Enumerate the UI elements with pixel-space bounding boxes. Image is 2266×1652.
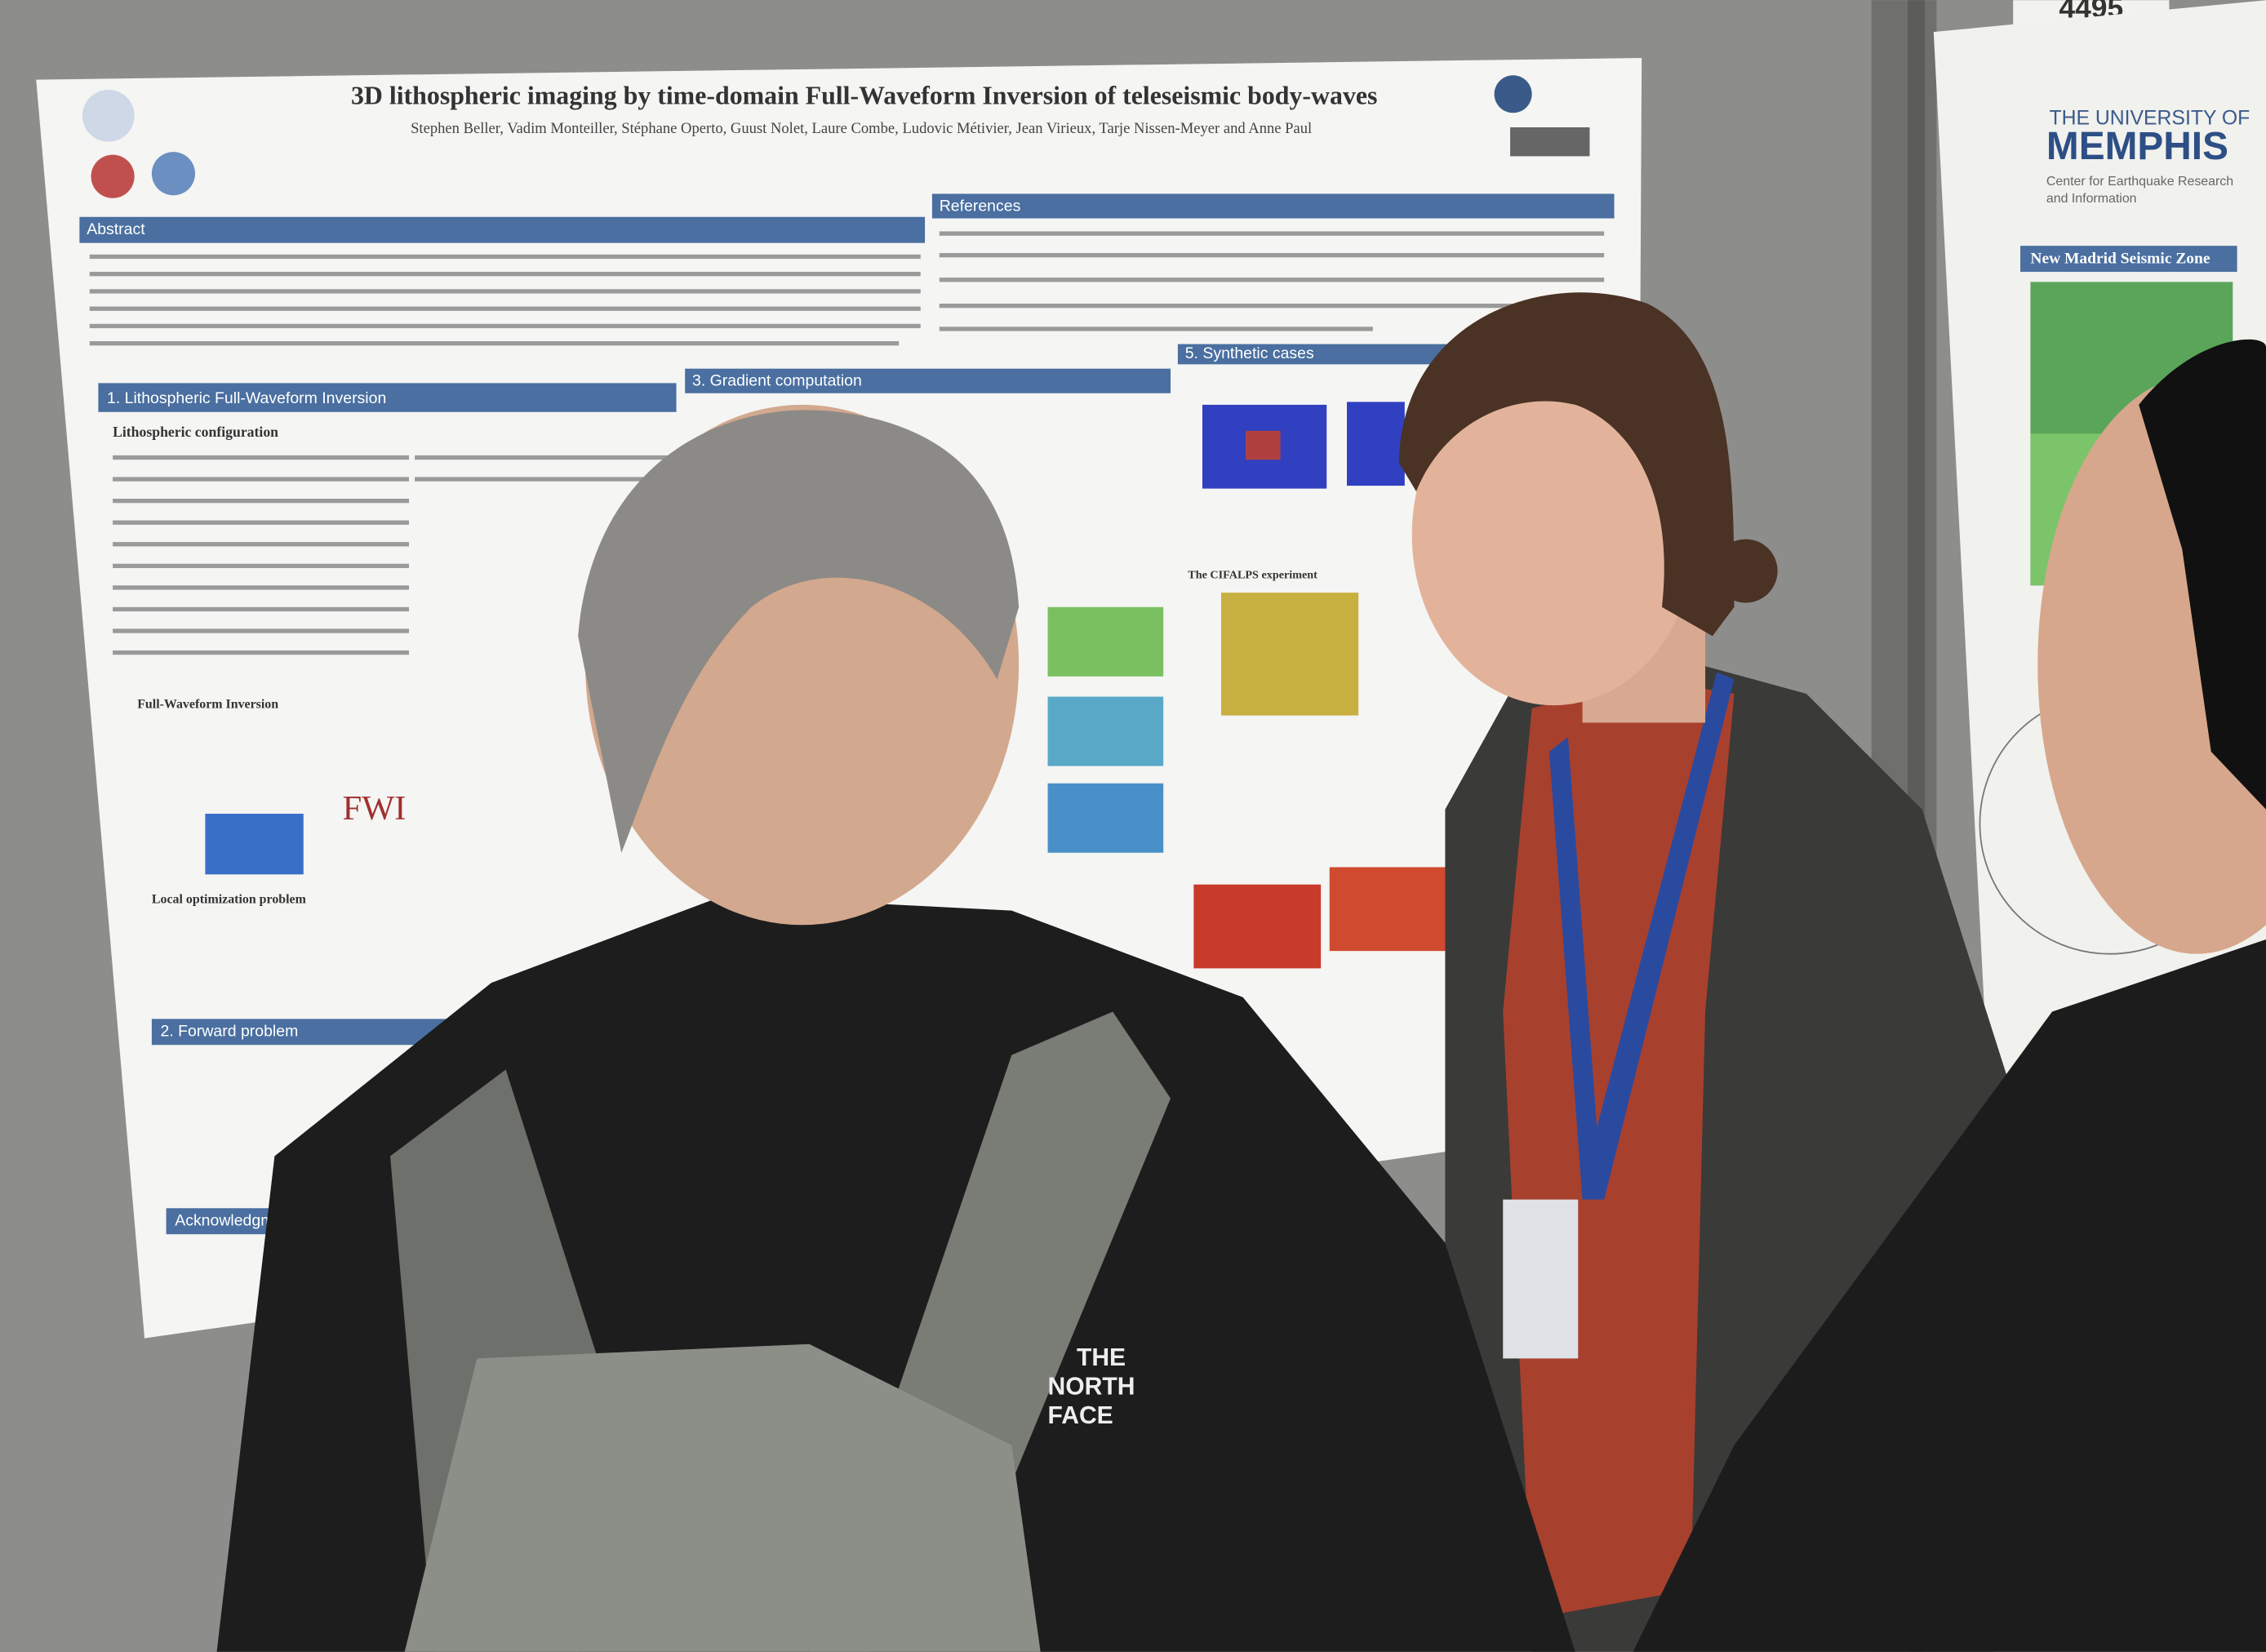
map-figure — [1220, 593, 1359, 716]
subheading: Local optimization problem — [152, 893, 306, 907]
badge — [1503, 1199, 1579, 1359]
figure-label: FWI — [343, 789, 407, 828]
center-line1: Center for Earthquake Research — [2046, 175, 2233, 189]
section-header — [685, 368, 1171, 393]
face — [1411, 364, 1695, 706]
logo — [82, 89, 135, 142]
figure — [1047, 783, 1164, 853]
subheading: The CIFALPS experiment — [1188, 568, 1317, 581]
logo — [1510, 127, 1590, 157]
figure — [1347, 402, 1405, 486]
poster-title: 3D lithospheric imaging by time-domain F… — [351, 82, 1377, 110]
subheading: Full-Waveform Inversion — [137, 698, 278, 712]
logo — [91, 154, 135, 198]
map-title: New Madrid Seismic Zone — [2030, 250, 2210, 267]
hair — [1398, 292, 1735, 637]
hair — [578, 410, 1020, 853]
logo-text: NORTH — [1048, 1374, 1135, 1401]
section-title: 3. Gradient computation — [692, 372, 862, 390]
red-shirt — [1503, 679, 1735, 1619]
section-header — [931, 193, 1615, 219]
figure — [1047, 696, 1164, 766]
logo-text: THE — [1077, 1344, 1126, 1371]
hair — [2139, 339, 2266, 810]
figure — [1329, 867, 1457, 952]
figure — [1246, 430, 1281, 460]
section-header — [79, 216, 926, 243]
university-line2: MEMPHIS — [2046, 125, 2228, 168]
university-line1: THE UNIVERSITY OF — [2049, 107, 2250, 129]
poster-authors: Stephen Beller, Vadim Monteiller, Stépha… — [411, 120, 1312, 137]
hair-bun — [1713, 539, 1778, 603]
text-lines — [89, 231, 1605, 655]
figure — [1047, 606, 1164, 677]
map-header — [2020, 246, 2237, 273]
figure — [1193, 884, 1322, 969]
logo — [1494, 75, 1532, 113]
figure — [205, 813, 304, 875]
section-title: 5. Synthetic cases — [1185, 344, 1314, 362]
dark-jacket — [1633, 939, 2266, 1652]
section-header — [98, 383, 677, 412]
backpack — [404, 1343, 1041, 1652]
logo-text: FACE — [1048, 1402, 1113, 1429]
section-title: 1. Lithospheric Full-Waveform Inversion — [107, 389, 386, 407]
lanyard — [1548, 672, 1735, 1200]
center-line2: and Information — [2046, 192, 2137, 206]
section-title: Abstract — [87, 220, 145, 238]
section-title: 2. Forward problem — [161, 1022, 299, 1040]
logo — [151, 152, 196, 196]
subheading: Lithospheric configuration — [113, 424, 278, 440]
section-title: References — [940, 198, 1021, 215]
